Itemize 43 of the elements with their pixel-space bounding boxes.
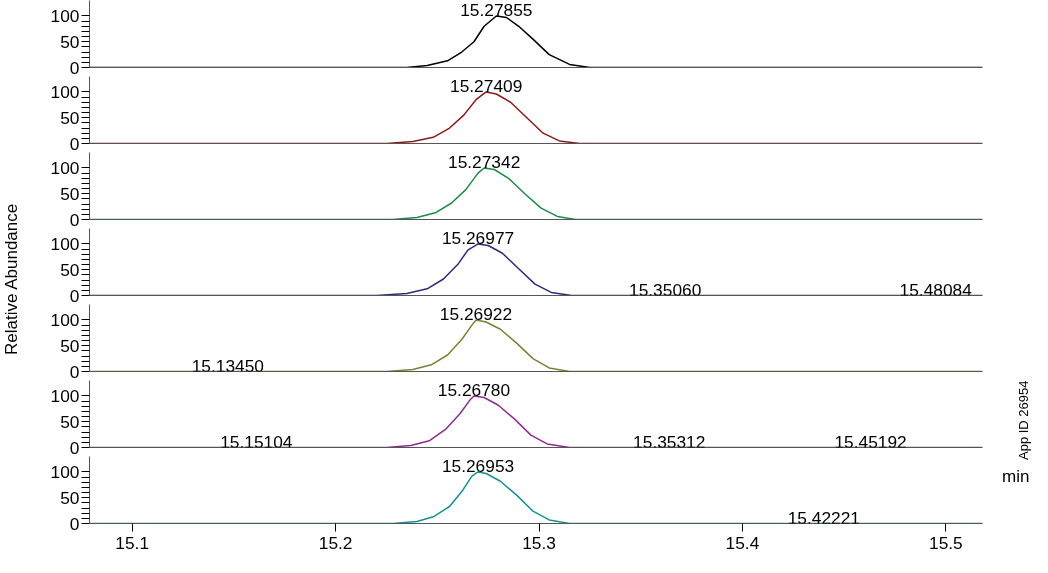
y-tick-label: 100: [50, 157, 80, 178]
y-axis-title: Relative Abundance: [1, 203, 22, 355]
x-tick-label: 15.5: [929, 532, 963, 553]
x-tick-label: 15.3: [522, 532, 556, 553]
y-tick-label: 50: [60, 259, 80, 280]
y-tick-label: 50: [60, 335, 80, 356]
y-tick-label: 50: [60, 107, 80, 128]
y-tick-label: 100: [50, 81, 80, 102]
y-tick-label: 0: [69, 361, 80, 382]
annotation: 15.45192: [834, 431, 907, 452]
y-tick-label: 0: [69, 437, 80, 458]
annotation: 15.48084: [899, 279, 973, 300]
annotation: 15.26780: [437, 379, 511, 400]
y-tick-label: 100: [50, 5, 80, 26]
y-tick-label: 50: [60, 31, 80, 52]
x-tick-label: 15.2: [318, 532, 353, 553]
y-tick-label: 50: [60, 183, 80, 204]
y-tick-label: 100: [50, 309, 80, 330]
x-tick-label: 15.4: [725, 532, 760, 553]
y-tick-label: 0: [69, 57, 80, 78]
annotation: 15.26977: [441, 227, 515, 248]
y-tick-label: 0: [69, 133, 80, 154]
y-tick-label: 0: [69, 209, 80, 230]
x-axis-title: min: [1002, 466, 1030, 488]
x-tick-label: 15.1: [115, 532, 150, 553]
y-tick-label: 100: [50, 233, 80, 254]
annotation: 15.35312: [633, 431, 706, 452]
y-tick-label: 50: [60, 487, 80, 508]
annotation: 15.27342: [447, 151, 521, 172]
annotation: 15.27409: [450, 75, 523, 96]
y-tick-label: 100: [50, 461, 80, 482]
annotation: 15.26953: [441, 455, 515, 476]
y-tick-label: 50: [60, 411, 80, 432]
annotation: 15.15104: [220, 431, 293, 452]
y-tick-label: 100: [50, 385, 80, 406]
text: App ID 26954: [1015, 380, 1032, 460]
annotation: 15.26922: [439, 303, 513, 324]
annotation: 15.35060: [629, 279, 702, 300]
y-tick-label: 0: [69, 285, 80, 306]
y-tick-label: 0: [69, 513, 80, 534]
annotation: 15.42221: [787, 507, 860, 528]
annotation: 15.27855: [460, 0, 533, 20]
annotation: 15.13450: [191, 355, 264, 376]
